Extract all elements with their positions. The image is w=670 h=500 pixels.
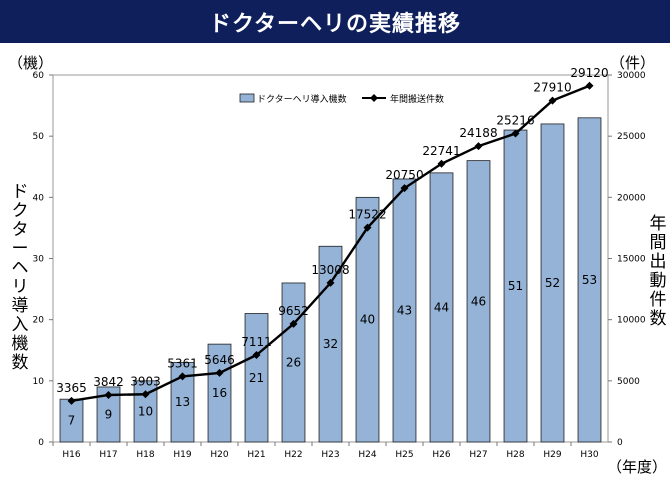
bar — [281, 282, 306, 443]
right-tick-label: 0 — [617, 438, 623, 448]
left-tick-label: 30 — [33, 255, 45, 265]
left-axis-title: ドクターヘリ導入機数 — [11, 182, 29, 373]
line-point — [400, 184, 409, 193]
x-tick-label: H26 — [432, 450, 450, 460]
left-axis-unit: （機） — [8, 54, 54, 72]
x-tick-label: H16 — [62, 450, 80, 460]
bar-value-label: 26 — [286, 355, 301, 369]
bar — [540, 123, 565, 443]
line-point — [437, 159, 446, 168]
legend-bar-swatch — [239, 93, 255, 103]
right-tick-label: 30000 — [617, 71, 646, 81]
line-value-label: 24188 — [459, 126, 497, 140]
legend-line-label: 年間搬送件数 — [390, 93, 444, 105]
bar — [429, 172, 454, 443]
x-axis-unit: （年度） — [607, 458, 668, 476]
right-tick-label: 5000 — [617, 377, 640, 387]
bar-value-label: 16 — [212, 386, 227, 400]
line-point — [104, 390, 113, 399]
bar — [96, 386, 121, 443]
left-tick-label: 60 — [33, 71, 45, 81]
chart-title: ドクターヘリの実績推移 — [208, 11, 462, 37]
bar — [355, 196, 380, 443]
bar-value-label: 13 — [175, 395, 190, 409]
line-point — [289, 319, 298, 328]
right-tick-label: 15000 — [617, 255, 646, 265]
left-tick-label: 40 — [33, 193, 45, 203]
title-banner: ドクターヘリの実績推移 — [0, 0, 670, 43]
bar — [207, 343, 232, 443]
left-tick-label: 50 — [33, 132, 45, 142]
bar-value-label: 21 — [249, 371, 264, 385]
line-value-label: 17522 — [348, 208, 386, 222]
line-value-label: 9652 — [278, 304, 309, 318]
line-point — [474, 142, 483, 151]
bar — [466, 160, 491, 443]
line-point — [363, 223, 372, 232]
right-tick-label: 20000 — [617, 193, 646, 203]
x-tick-label: H20 — [210, 450, 228, 460]
right-axis-title: 年間出動件数 — [649, 214, 667, 329]
line-point — [141, 390, 150, 399]
bar — [133, 380, 158, 443]
bar — [170, 362, 195, 443]
bar — [244, 313, 269, 443]
bar-value-label: 44 — [434, 300, 449, 314]
legend-bar-label: ドクターヘリ導入機数 — [257, 93, 347, 105]
line-value-label: 20750 — [385, 168, 423, 182]
line-point — [215, 368, 224, 377]
line-value-label: 22741 — [422, 144, 460, 158]
bar-value-label: 32 — [323, 337, 338, 351]
bar — [577, 117, 602, 443]
right-tick-label: 25000 — [617, 132, 646, 142]
line-point — [252, 351, 261, 360]
bar — [392, 178, 417, 443]
line-value-label: 13008 — [311, 263, 349, 277]
x-tick-label: H21 — [247, 450, 265, 460]
line-point — [585, 81, 594, 90]
x-tick-label: H23 — [321, 450, 339, 460]
line-value-label: 29120 — [570, 66, 608, 80]
x-tick-label: H17 — [99, 450, 117, 460]
right-tick-label: 10000 — [617, 316, 646, 326]
bar-value-label: 9 — [105, 407, 113, 421]
bar-value-label: 46 — [471, 294, 486, 308]
x-tick-label: H24 — [358, 450, 376, 460]
x-tick-label: H18 — [136, 450, 154, 460]
line-point — [511, 129, 520, 138]
left-tick-label: 10 — [33, 377, 45, 387]
bar-value-label: 51 — [508, 279, 523, 293]
line-value-label: 3842 — [93, 375, 124, 389]
bar-value-label: 10 — [138, 404, 153, 418]
line-value-label: 5361 — [167, 356, 198, 370]
bar-value-label: 40 — [360, 313, 375, 327]
x-tick-label: H29 — [543, 450, 561, 460]
line-value-label: 3365 — [56, 381, 87, 395]
right-axis-unit: （件） — [610, 54, 656, 72]
left-tick-label: 0 — [38, 438, 44, 448]
bar-value-label: 53 — [582, 273, 597, 287]
x-tick-label: H27 — [469, 450, 487, 460]
x-tick-label: H25 — [395, 450, 413, 460]
x-tick-label: H19 — [173, 450, 191, 460]
x-tick-label: H30 — [580, 450, 598, 460]
line-point — [326, 278, 335, 287]
x-tick-label: H28 — [506, 450, 524, 460]
bar-value-label: 7 — [68, 414, 76, 428]
x-tick-label: H22 — [284, 450, 302, 460]
line-point — [548, 96, 557, 105]
legend-line-marker — [370, 94, 378, 102]
line-value-label: 27910 — [533, 81, 571, 95]
line-value-label: 25216 — [496, 114, 534, 128]
left-tick-label: 20 — [33, 316, 45, 326]
line-value-label: 5646 — [204, 353, 235, 367]
bar-value-label: 43 — [397, 303, 412, 317]
bar — [318, 245, 343, 443]
line-point — [178, 372, 187, 381]
line-value-label: 3903 — [130, 374, 161, 388]
line-value-label: 7111 — [241, 335, 272, 349]
bar-value-label: 52 — [545, 276, 560, 290]
line-point — [67, 396, 76, 405]
